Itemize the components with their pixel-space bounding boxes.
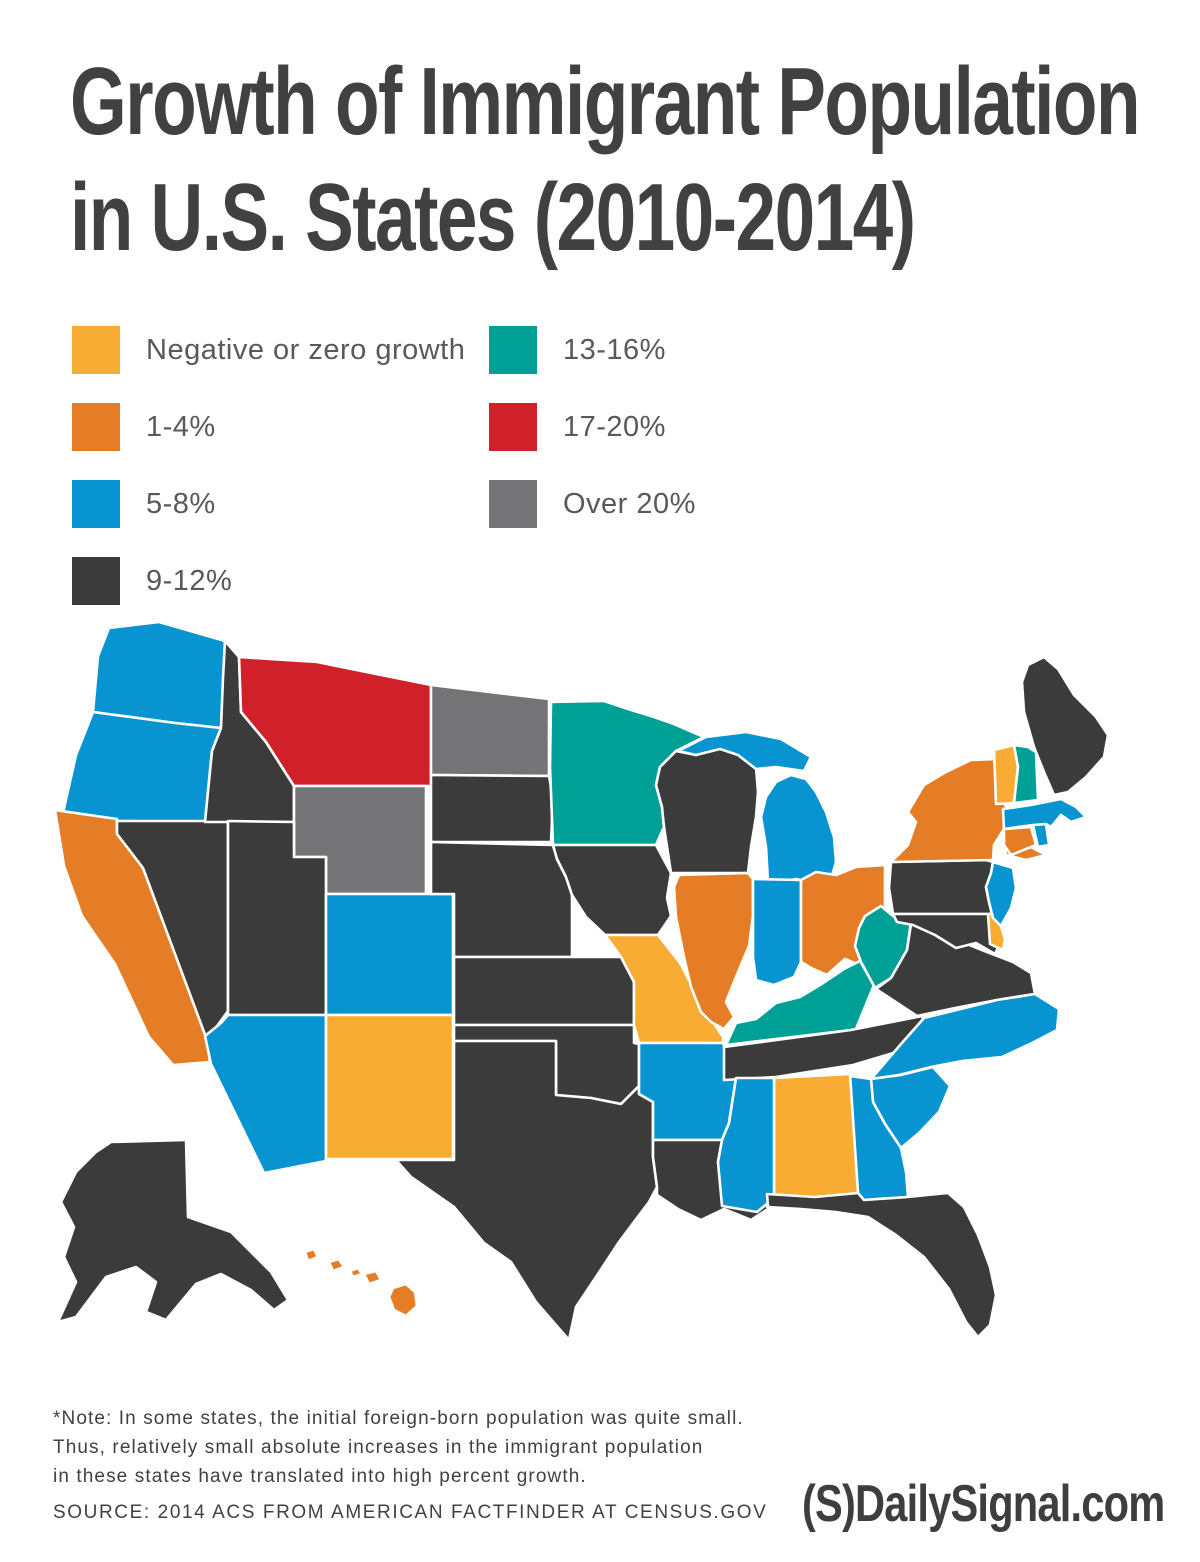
state-or [61,710,223,824]
legend-column-right: 13-16% 17-20% Over 20% [489,326,809,557]
state-hi-big-island [387,1282,419,1318]
legend-label: 13-16% [563,333,666,366]
legend-swatch [489,403,537,451]
state-hi-maui [362,1269,383,1286]
state-me [1020,655,1110,797]
state-tx [394,1039,659,1342]
footnote-line-3: in these states have translated into hig… [53,1466,587,1487]
legend-swatch [72,557,120,605]
state-al [772,1072,860,1212]
legend-swatch [72,403,120,451]
title-line-1: Growth of Immigrant Population [70,48,1141,155]
states-group [55,620,1110,1342]
state-in [751,877,803,987]
state-fl [765,1191,998,1339]
legend-label: 9-12% [146,564,233,597]
legend-item: 5-8% [72,480,472,528]
state-ct [1002,825,1038,857]
legend-label: Over 20% [563,487,696,520]
state-hi-oahu [327,1257,346,1273]
legend-swatch [72,480,120,528]
state-nh [1012,743,1040,805]
us-choropleth-map [55,616,1145,1376]
footnote-line-1: *Note: In some states, the initial forei… [53,1408,744,1429]
state-nd [429,683,551,778]
state-mi-upper-peninsula [676,730,813,773]
state-hi-molokai [348,1266,364,1279]
state-ar [637,1041,738,1142]
state-az [203,1013,328,1175]
state-nm [324,1013,455,1161]
state-hi-kauai [303,1247,320,1263]
title-line-2: in U.S. States (2010-2014) [70,164,916,271]
state-co [324,892,455,1017]
daily-signal-logo: (S)DailySignal.com [802,1475,1165,1533]
state-ma [1001,797,1088,831]
legend-label: Negative or zero growth [146,333,466,366]
state-sd [429,773,555,844]
legend-label: 5-8% [146,487,216,520]
legend-label: 1-4% [146,410,216,443]
legend-item: Over 20% [489,480,809,528]
footnote: *Note: In some states, the initial forei… [53,1404,744,1491]
state-ks [452,955,636,1027]
legend-item: 1-4% [72,403,472,451]
legend-item: 17-20% [489,403,809,451]
state-ak [56,1138,290,1324]
state-ms [716,1076,776,1214]
footnote-line-2: Thus, relatively small absolute increase… [53,1437,704,1458]
legend-swatch [489,480,537,528]
legend-item: Negative or zero growth [72,326,472,374]
legend-swatch [489,326,537,374]
page-title: Growth of Immigrant Population in U.S. S… [70,44,1141,276]
legend-label: 17-20% [563,410,666,443]
legend-swatch [72,326,120,374]
legend-item: 13-16% [489,326,809,374]
state-pa [887,858,995,920]
state-wi [654,745,760,875]
state-wa [91,620,227,730]
legend-column-left: Negative or zero growth 1-4% 5-8% 9-12% [72,326,472,634]
state-mi [759,773,838,886]
legend-item: 9-12% [72,557,472,605]
state-nj [984,860,1018,928]
source-credit: SOURCE: 2014 ACS FROM AMERICAN FACTFINDE… [53,1502,768,1523]
